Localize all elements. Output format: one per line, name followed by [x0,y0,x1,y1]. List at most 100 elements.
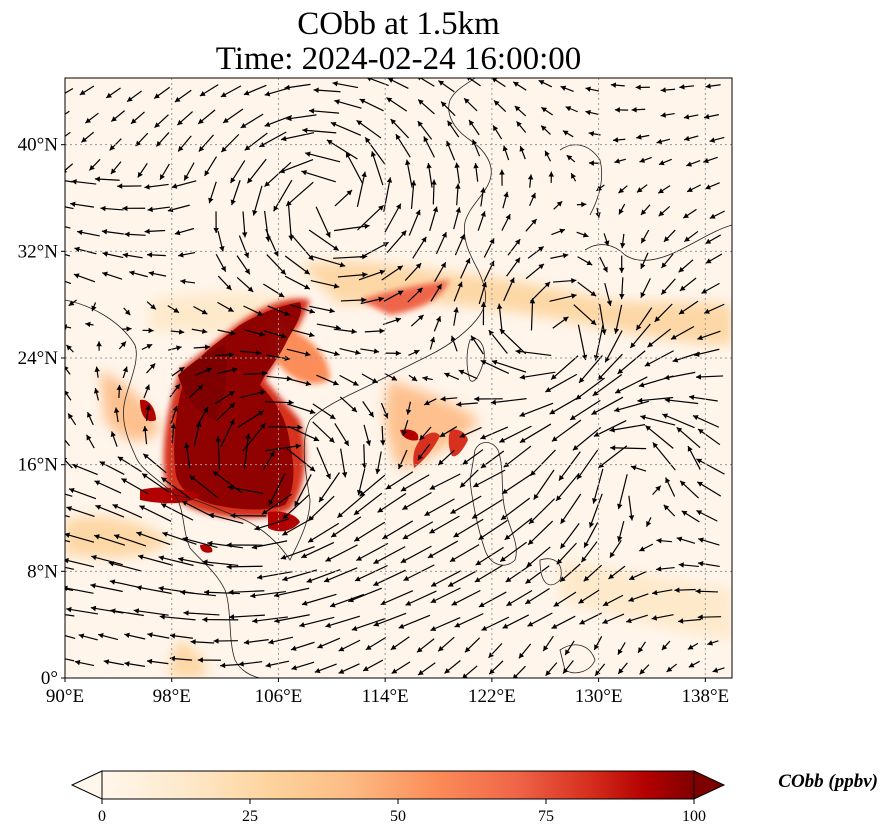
wind-arrow [101,229,124,235]
wind-arrow [466,78,481,87]
wind-arrow [593,420,627,437]
wind-arrow [383,290,404,302]
wind-arrow [628,570,647,581]
wind-arrow [560,85,574,92]
wind-arrow [493,100,507,112]
wind-arrow [117,183,142,189]
wind-arrow [169,633,193,639]
wind-arrow [684,135,699,142]
wind-arrow [451,589,481,606]
wind-arrow [464,637,481,653]
wind-arrow [85,321,94,328]
wind-arrow [226,564,263,570]
wind-arrow [427,540,459,559]
wind-arrow [122,252,143,259]
lon-tick-label: 130°E [575,686,623,707]
wind-arrow [143,384,150,399]
wind-arrow [506,589,533,607]
wind-arrow [639,664,650,675]
wind-arrow [90,583,123,593]
wind-arrow [267,424,303,431]
wind-arrow [688,394,718,402]
wind-arrow [446,120,460,138]
wind-arrow [572,426,602,451]
wind-arrow [429,473,461,490]
wind-arrow [609,424,646,433]
wind-arrow [474,564,503,583]
wind-arrow [312,255,346,268]
wind-arrow [226,542,263,548]
wind-arrow [478,519,508,541]
wind-arrow [363,424,372,446]
wind-arrow [540,125,551,135]
map-title: CObb at 1.5km [297,6,500,42]
wind-arrow [91,554,123,566]
wind-arrow [525,218,538,232]
wind-arrow [136,531,171,546]
wind-arrow [301,593,337,606]
wind-arrow [705,253,723,264]
wind-arrow [390,636,410,651]
wind-arrow [309,305,335,314]
wind-arrow [529,298,536,331]
wind-arrow [168,345,182,351]
wind-arrow [664,371,696,381]
wind-arrow [488,660,504,675]
wind-arrow [354,565,388,582]
wind-arrow [65,658,75,662]
wind-arrow [488,642,503,659]
wind-arrow [373,546,406,565]
wind-arrow [384,372,398,381]
wind-arrow [458,369,478,380]
wind-arrow [500,497,531,521]
wind-arrow [137,162,148,178]
wind-arrow [236,255,251,275]
wind-arrow [430,570,462,587]
colorbar-tick-label: 75 [538,808,554,825]
wind-arrow [697,561,720,567]
wind-arrow [317,637,341,649]
wind-arrow [499,425,532,443]
map-panel [64,77,733,679]
wind-arrow [88,158,101,171]
wind-arrow [683,114,699,120]
wind-arrow [502,191,509,209]
wind-arrow [518,643,532,659]
wind-arrow [220,85,242,98]
wind-arrow [280,132,315,142]
wind-arrow [65,457,73,469]
wind-arrow [124,231,146,238]
wind-arrow [351,617,386,631]
wind-arrow [645,425,674,449]
wind-arrow [419,426,432,441]
wind-arrow [405,590,437,606]
wind-arrow [417,662,436,676]
wind-arrow [313,87,341,93]
wind-arrow [410,314,424,327]
wind-arrow [262,451,275,470]
wind-arrow [391,661,411,675]
wind-arrow [635,84,650,91]
wind-arrow [359,98,384,112]
lon-tick-label: 114°E [362,686,409,707]
wind-arrow [592,374,623,397]
wind-arrow [360,241,389,259]
wind-arrow [147,206,170,213]
wind-arrow [553,591,577,607]
wind-arrow [658,205,671,217]
wind-arrow [294,474,312,507]
wind-arrow [687,445,701,470]
wind-arrow [519,145,526,160]
wind-arrow [679,84,695,90]
wind-arrow [365,637,387,651]
wind-arrow [325,544,358,562]
wind-arrow [444,660,461,674]
wind-arrow [268,636,294,645]
wind-arrow [345,151,364,185]
wind-arrow [284,255,311,275]
wind-arrow [184,442,191,469]
wind-arrow [569,399,601,421]
wind-arrow [505,563,532,583]
wind-arrow [553,200,563,210]
